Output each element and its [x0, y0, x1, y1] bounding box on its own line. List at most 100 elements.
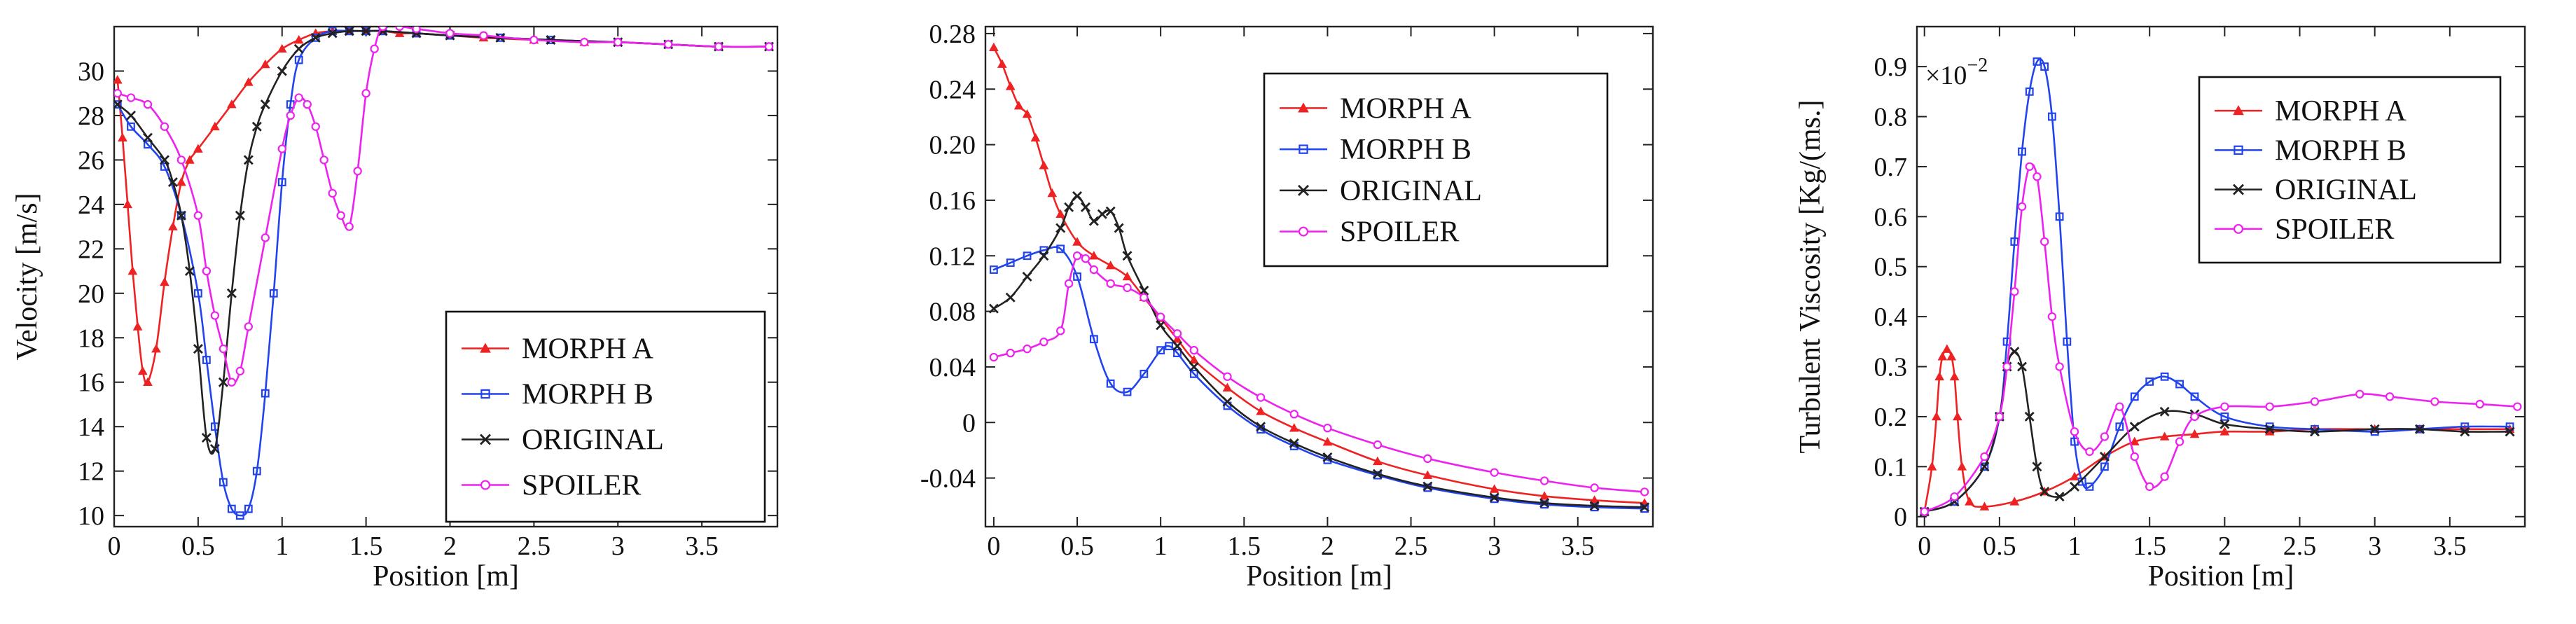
data-point-spoiler	[2130, 452, 2139, 462]
y-tick-label: 0.6	[1874, 202, 1908, 232]
data-point-spoiler	[1081, 254, 1090, 263]
y-tick-label: 0.1	[1874, 452, 1908, 482]
data-point-original	[142, 132, 153, 143]
data-point-morph-b	[127, 122, 135, 131]
data-point-morph-a	[1105, 261, 1116, 270]
data-point-morph-b	[294, 55, 303, 64]
data-point-original	[361, 27, 371, 36]
x-tick-label: 1	[275, 532, 289, 561]
y-tick-label: 0.16	[929, 186, 976, 216]
data-point-spoiler	[176, 155, 186, 165]
data-point-original	[2505, 427, 2515, 437]
x-tick-label: 3	[611, 532, 625, 561]
data-point-spoiler	[1950, 492, 1959, 501]
data-point-morph-a	[1373, 456, 1383, 466]
data-point-original	[1055, 223, 1066, 233]
y-tick-label: 16	[78, 368, 104, 398]
data-point-morph-b	[1023, 251, 1032, 261]
data-point-morph-b	[1123, 387, 1132, 396]
x-tick-label: 1.5	[349, 532, 383, 561]
data-point-morph-b	[193, 289, 202, 298]
data-point-morph-b	[2175, 380, 2184, 389]
data-point-original	[1189, 361, 1199, 372]
data-point-morph-b	[2047, 112, 2056, 121]
data-point-spoiler	[580, 38, 589, 47]
legend-swatch-marker	[480, 389, 490, 399]
x-tick-label: 1.5	[2133, 532, 2166, 561]
data-point-original	[1489, 492, 1500, 503]
data-point-spoiler	[277, 144, 286, 153]
data-point-spoiler	[345, 222, 354, 231]
y-tick-label: 0.04	[929, 353, 976, 382]
data-point-morph-a	[226, 99, 237, 109]
data-point-spoiler	[143, 99, 153, 109]
data-point-original	[2009, 347, 2020, 357]
data-point-original	[1139, 285, 1149, 296]
data-point-original	[1088, 216, 1099, 226]
chart-middle-profile: 0 0.5 1 1.5 2 2.5 3 3.5 -0.04 0 0.04 0.08 0.12 0.16 0.…	[920, 20, 1654, 592]
data-point-original	[159, 155, 169, 165]
data-point-morph-a	[2129, 436, 2140, 445]
legend-label: MORPH B	[2275, 134, 2407, 167]
data-point-original	[1156, 320, 1166, 331]
x-axis-title: Position [m]	[2148, 560, 2294, 592]
data-point-spoiler	[1995, 412, 2004, 422]
y-tick-label: 22	[78, 235, 104, 264]
data-point-morph-a	[243, 77, 254, 86]
data-point-spoiler	[328, 188, 337, 198]
x-tick-label: 2	[2218, 532, 2231, 561]
data-point-spoiler	[2265, 402, 2274, 411]
legend-label: ORIGINAL	[2275, 174, 2417, 207]
data-point-morph-b	[114, 100, 122, 109]
axis-multiplier: ×10−2	[1925, 55, 1988, 90]
data-point-original	[218, 377, 228, 387]
data-point-morph-a	[2009, 497, 2020, 506]
data-point-morph-a	[260, 59, 270, 69]
data-point-morph-a	[1949, 371, 1960, 381]
data-point-morph-a	[1322, 436, 1333, 446]
x-tick-label: 2	[443, 532, 457, 561]
data-point-original	[167, 177, 178, 188]
legend-swatch-marker	[1299, 144, 1308, 154]
data-point-morph-b	[1140, 369, 1149, 378]
data-point-morph-a	[1055, 209, 1066, 219]
data-point-original	[2040, 487, 2050, 497]
data-point-spoiler	[2220, 402, 2229, 411]
data-point-original	[1589, 501, 1600, 511]
data-point-spoiler	[1039, 338, 1048, 347]
data-point-spoiler	[303, 99, 312, 109]
data-point-morph-b	[2033, 57, 2042, 66]
data-point-morph-a	[1489, 484, 1500, 493]
data-point-spoiler	[2310, 397, 2320, 406]
data-point-morph-b	[2160, 372, 2169, 381]
legend-swatch-marker	[2233, 105, 2244, 116]
data-point-spoiler	[202, 266, 212, 276]
y-tick-label: 0.4	[1874, 303, 1908, 332]
data-point-spoiler	[1980, 452, 1989, 462]
data-point-original	[2460, 427, 2470, 437]
data-point-spoiler	[2010, 287, 2019, 296]
data-point-original	[209, 443, 220, 454]
y-tick-label: 10	[78, 501, 104, 531]
data-point-original	[1256, 422, 1266, 432]
data-point-spoiler	[2002, 362, 2011, 371]
data-point-morph-a	[143, 377, 153, 387]
legend-swatch-marker	[480, 480, 491, 490]
data-point-morph-b	[2055, 212, 2064, 221]
legend-swatch-marker	[480, 434, 491, 445]
legend-label: MORPH B	[522, 379, 653, 411]
data-point-spoiler	[1423, 454, 1432, 464]
data-point-original	[1022, 272, 1032, 282]
legend-swatch-marker	[1298, 226, 1309, 237]
data-point-original	[2017, 361, 2028, 372]
data-point-morph-a	[176, 177, 186, 186]
data-point-morph-a	[1072, 237, 1082, 246]
data-point-morph-b	[2190, 392, 2199, 401]
data-point-morph-a	[137, 366, 148, 375]
data-point-morph-a	[989, 42, 999, 52]
data-point-morph-a	[1013, 101, 1024, 110]
plot-frame	[984, 25, 1654, 528]
data-point-original	[1222, 396, 1233, 407]
y-tick-label: 20	[78, 279, 104, 309]
data-point-original	[2024, 411, 2035, 422]
